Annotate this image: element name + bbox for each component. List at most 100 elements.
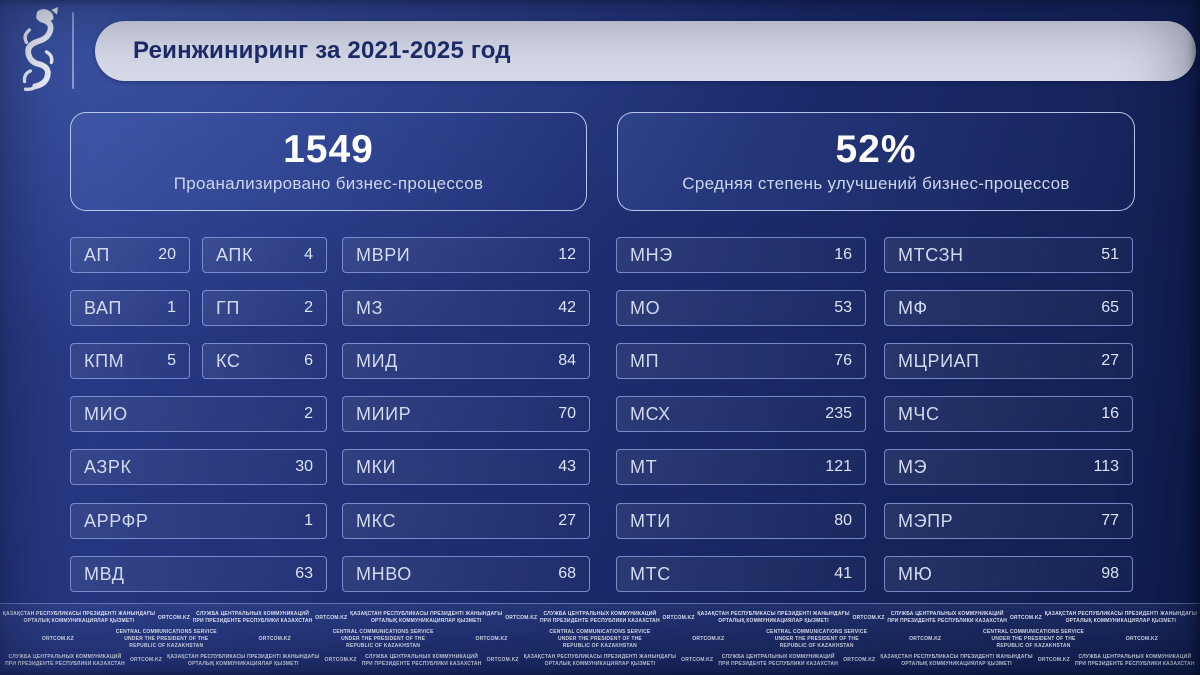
stat-card-analyzed-processes: 1549 Проанализировано бизнес-процессов xyxy=(70,112,587,211)
title-banner: Реинжиниринг за 2021-2025 год xyxy=(95,21,1196,81)
ministry-cell-МВД: МВД 63 xyxy=(70,556,327,592)
ministry-cell-МЮ: МЮ 98 xyxy=(884,556,1133,592)
stat-label-improvement: Средняя степень улучшений бизнес-процесс… xyxy=(682,174,1070,194)
watermark-text-ort: ORTCOM.KZ xyxy=(486,657,519,664)
watermark-text-kk: ҚАЗАҚСТАН РЕСПУБЛИКАСЫ ПРЕЗИДЕНТІ ЖАНЫНД… xyxy=(2,611,156,625)
ministry-count: 2 xyxy=(304,405,313,422)
watermark-text-ort: ORTCOM.KZ xyxy=(681,657,714,664)
ministry-cell-МТИ: МТИ 80 xyxy=(616,503,866,539)
ministry-abbr: МИИР xyxy=(356,403,412,424)
watermark-text-ort: ORTCOM.KZ xyxy=(41,636,74,643)
ministry-abbr: МВРИ xyxy=(356,244,411,265)
ministry-count: 16 xyxy=(1101,405,1119,422)
watermark-text-ort: ORTCOM.KZ xyxy=(662,614,695,621)
watermark-text-ort: ORTCOM.KZ xyxy=(909,636,942,643)
ministry-cell-МКС: МКС 27 xyxy=(342,503,590,539)
watermark-text-ru: СЛУЖБА ЦЕНТРАЛЬНЫХ КОММУНИКАЦИЙ ПРИ ПРЕЗ… xyxy=(718,654,839,667)
ministry-count: 84 xyxy=(558,352,576,369)
watermark-text-ort: ORTCOM.KZ xyxy=(1125,636,1158,643)
ministry-abbr: МКС xyxy=(356,510,397,531)
ministry-count: 5 xyxy=(167,352,176,369)
watermark-text-en: CENTRAL COMMUNICATIONS SERVICE UNDER THE… xyxy=(983,629,1085,649)
ministry-count: 68 xyxy=(558,565,576,582)
stat-card-improvement-degree: 52% Средняя степень улучшений бизнес-про… xyxy=(617,112,1135,211)
stat-value-improvement: 52% xyxy=(835,127,917,171)
watermark-row: ҚАЗАҚСТАН РЕСПУБЛИКАСЫ ПРЕЗИДЕНТІ ЖАНЫНД… xyxy=(0,611,1200,625)
ministry-abbr: МСХ xyxy=(630,403,671,424)
ministry-count: 1 xyxy=(167,299,176,316)
ministry-count: 53 xyxy=(834,299,852,316)
ministry-abbr: МЭПР xyxy=(898,510,954,531)
ministry-count: 70 xyxy=(558,405,576,422)
ministry-cell-МТСЗН: МТСЗН 51 xyxy=(884,237,1133,273)
header-divider xyxy=(72,12,74,89)
watermark-text-ru: СЛУЖБА ЦЕНТРАЛЬНЫХ КОММУНИКАЦИЙ ПРИ ПРЕЗ… xyxy=(887,611,1008,625)
ministry-abbr: АЗРК xyxy=(84,456,132,477)
watermark-row: СЛУЖБА ЦЕНТРАЛЬНЫХ КОММУНИКАЦИЙ ПРИ ПРЕЗ… xyxy=(0,654,1200,668)
ministry-count: 43 xyxy=(558,458,576,475)
watermark-text-kk: ҚАЗАҚСТАН РЕСПУБЛИКАСЫ ПРЕЗИДЕНТІ ЖАНЫНД… xyxy=(1044,611,1198,625)
ministry-cell-МИИР: МИИР 70 xyxy=(342,396,590,432)
ministry-count: 63 xyxy=(295,565,313,582)
ministry-abbr: МЗ xyxy=(356,297,384,318)
ministry-cell-МЗ: МЗ 42 xyxy=(342,290,590,326)
ministry-count: 27 xyxy=(1101,352,1119,369)
ministry-count: 12 xyxy=(558,246,576,263)
ministry-count: 16 xyxy=(834,246,852,263)
watermark-text-kk: ҚАЗАҚСТАН РЕСПУБЛИКАСЫ ПРЕЗИДЕНТІ ЖАНЫНД… xyxy=(697,611,850,625)
watermark-text-kk: ҚАЗАҚСТАН РЕСПУБЛИКАСЫ ПРЕЗИДЕНТІ ЖАНЫНД… xyxy=(880,654,1033,667)
ministry-count: 4 xyxy=(304,246,313,263)
ministry-cell-МТ: МТ 121 xyxy=(616,449,866,485)
ministry-cell-МНЭ: МНЭ 16 xyxy=(616,237,866,273)
ministry-abbr: АПК xyxy=(216,244,254,265)
page-title: Реинжиниринг за 2021-2025 год xyxy=(133,37,511,64)
stat-label-analyzed: Проанализировано бизнес-процессов xyxy=(173,174,484,194)
ministry-count: 77 xyxy=(1101,512,1119,529)
ministry-cell-МВРИ: МВРИ 12 xyxy=(342,237,590,273)
ministry-abbr: МП xyxy=(630,350,660,371)
ministry-abbr: КС xyxy=(216,350,241,371)
ministry-cell-ВАП: ВАП 1 xyxy=(70,290,190,326)
ministry-abbr: МТ xyxy=(630,456,658,477)
ministry-abbr: АП xyxy=(84,244,110,265)
ministry-abbr: МИД xyxy=(356,350,398,371)
watermark-text-ru: СЛУЖБА ЦЕНТРАЛЬНЫХ КОММУНИКАЦИЙ ПРИ ПРЕЗ… xyxy=(361,654,482,667)
watermark-strip: ҚАЗАҚСТАН РЕСПУБЛИКАСЫ ПРЕЗИДЕНТІ ЖАНЫНД… xyxy=(0,603,1200,675)
ministry-abbr: МТИ xyxy=(630,510,671,531)
watermark-text-ort: ORTCOM.KZ xyxy=(129,657,163,664)
ministry-count: 235 xyxy=(825,405,852,422)
ministry-abbr: МВД xyxy=(84,563,125,584)
ministry-cell-МО: МО 53 xyxy=(616,290,866,326)
ministry-abbr: МЧС xyxy=(898,403,940,424)
watermark-text-ru: СЛУЖБА ЦЕНТРАЛЬНЫХ КОММУНИКАЦИЙ ПРИ ПРЕЗ… xyxy=(5,654,125,667)
ministry-cell-МЭПР: МЭПР 77 xyxy=(884,503,1133,539)
ministry-cell-КС: КС 6 xyxy=(202,343,327,379)
watermark-text-ort: ORTCOM.KZ xyxy=(315,614,348,621)
ministry-abbr: ГП xyxy=(216,297,240,318)
ministry-abbr: МНЭ xyxy=(630,244,673,265)
watermark-text-en: CENTRAL COMMUNICATIONS SERVICE UNDER THE… xyxy=(332,629,434,649)
ministry-abbr: МТСЗН xyxy=(898,244,964,265)
watermark-text-kk: ҚАЗАҚСТАН РЕСПУБЛИКАСЫ ПРЕЗИДЕНТІ ЖАНЫНД… xyxy=(523,654,677,667)
ministry-count: 65 xyxy=(1101,299,1119,316)
watermark-row: ORTCOM.KZ CENTRAL COMMUNICATIONS SERVICE … xyxy=(0,629,1200,649)
watermark-text-ort: ORTCOM.KZ xyxy=(505,614,538,621)
ministry-abbr: МЭ xyxy=(898,456,928,477)
watermark-text-ort: ORTCOM.KZ xyxy=(157,614,190,621)
watermark-text-ort: ORTCOM.KZ xyxy=(852,614,885,621)
ministry-cell-АРРФР: АРРФР 1 xyxy=(70,503,327,539)
watermark-text-ort: ORTCOM.KZ xyxy=(843,657,876,664)
ministry-count: 2 xyxy=(304,299,313,316)
watermark-text-ort: ORTCOM.KZ xyxy=(1009,614,1042,621)
ministry-cell-МЭ: МЭ 113 xyxy=(884,449,1133,485)
watermark-text-en: CENTRAL COMMUNICATIONS SERVICE UNDER THE… xyxy=(549,629,651,649)
watermark-text-ru: СЛУЖБА ЦЕНТРАЛЬНЫХ КОММУНИКАЦИЙ ПРИ ПРЕЗ… xyxy=(540,611,660,625)
ministry-cell-АЗРК: АЗРК 30 xyxy=(70,449,327,485)
watermark-text-ru: СЛУЖБА ЦЕНТРАЛЬНЫХ КОММУНИКАЦИЙ ПРИ ПРЕЗ… xyxy=(1074,654,1195,667)
watermark-text-kk: ҚАЗАҚСТАН РЕСПУБЛИКАСЫ ПРЕЗИДЕНТІ ЖАНЫНД… xyxy=(350,611,503,625)
ministry-abbr: МНВО xyxy=(356,563,412,584)
ministry-cell-АП: АП 20 xyxy=(70,237,190,273)
snow-leopard-emblem-icon xyxy=(22,7,59,91)
ministry-abbr: ВАП xyxy=(84,297,122,318)
